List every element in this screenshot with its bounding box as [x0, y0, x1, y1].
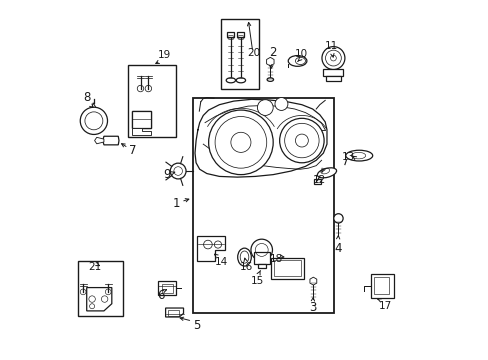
Bar: [131, 111, 137, 128]
Ellipse shape: [226, 78, 235, 83]
Polygon shape: [266, 57, 273, 66]
Polygon shape: [131, 128, 151, 135]
Polygon shape: [197, 235, 224, 261]
Polygon shape: [94, 137, 104, 144]
Text: 20: 20: [246, 48, 260, 58]
Polygon shape: [309, 277, 316, 285]
Text: 21: 21: [88, 262, 101, 272]
Bar: [253, 252, 269, 264]
Text: 5: 5: [193, 319, 201, 332]
Text: 8: 8: [83, 91, 90, 104]
Circle shape: [80, 107, 107, 134]
Circle shape: [170, 163, 185, 179]
Circle shape: [274, 98, 287, 111]
Circle shape: [321, 46, 344, 69]
Bar: [323, 69, 343, 76]
Bar: [162, 284, 172, 293]
Bar: [273, 260, 300, 276]
Bar: [78, 261, 122, 316]
Bar: [237, 32, 244, 37]
Bar: [221, 19, 258, 89]
Ellipse shape: [345, 150, 372, 161]
Text: 7: 7: [129, 144, 136, 157]
Text: 15: 15: [250, 276, 263, 286]
Polygon shape: [102, 136, 119, 145]
Text: 18: 18: [269, 254, 282, 264]
Bar: [128, 65, 176, 137]
Ellipse shape: [266, 78, 273, 81]
Text: 17: 17: [378, 301, 391, 311]
Text: 10: 10: [294, 49, 307, 59]
Text: 1: 1: [172, 197, 180, 210]
Polygon shape: [86, 288, 112, 311]
Ellipse shape: [287, 55, 306, 66]
Text: 11: 11: [324, 41, 337, 50]
Text: 6: 6: [157, 289, 165, 302]
Text: 16: 16: [239, 262, 252, 272]
Ellipse shape: [236, 78, 245, 83]
Text: 13: 13: [341, 152, 354, 162]
Circle shape: [208, 110, 273, 175]
Bar: [131, 111, 151, 128]
Bar: [371, 274, 393, 298]
Text: 9: 9: [163, 168, 171, 181]
Text: 2: 2: [268, 46, 276, 59]
Bar: [158, 281, 176, 295]
Text: 14: 14: [214, 257, 227, 267]
Bar: [325, 76, 341, 81]
Ellipse shape: [237, 248, 251, 266]
Circle shape: [257, 100, 273, 116]
Bar: [271, 258, 303, 279]
Circle shape: [279, 118, 324, 163]
Text: 12: 12: [312, 175, 326, 185]
Ellipse shape: [317, 168, 336, 178]
Bar: [258, 264, 265, 268]
Bar: [373, 277, 388, 294]
Polygon shape: [165, 308, 183, 317]
Bar: [168, 310, 178, 316]
Bar: [131, 111, 151, 128]
Bar: [192, 98, 333, 313]
Circle shape: [250, 239, 272, 261]
Circle shape: [333, 214, 343, 223]
Bar: [313, 179, 320, 184]
Text: 3: 3: [308, 301, 316, 314]
Text: 19: 19: [158, 50, 171, 60]
Text: 4: 4: [333, 242, 341, 255]
Bar: [227, 32, 234, 37]
